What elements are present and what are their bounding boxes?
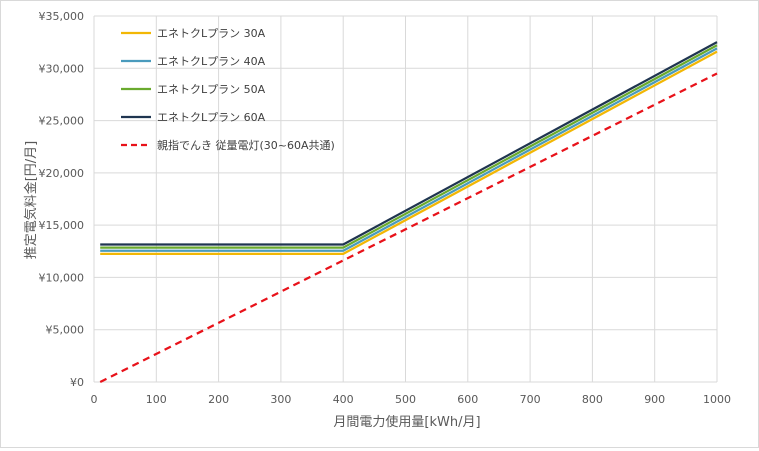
x-axis-title: 月間電力使用量[kWh/月] — [333, 414, 480, 430]
series-line-1 — [100, 50, 718, 256]
grid — [93, 15, 718, 383]
y-tick-label: ¥20,000 — [39, 167, 85, 180]
legend-label: エネトクLプラン 60A — [157, 111, 266, 124]
y-tick-label: ¥15,000 — [39, 219, 85, 232]
x-tick-label: 400 — [333, 393, 354, 406]
x-tick-label: 1000 — [703, 393, 731, 406]
legend-label: エネトクLプラン 50A — [157, 83, 266, 96]
series-line-2 — [100, 47, 718, 252]
y-tick-label: ¥25,000 — [39, 115, 85, 128]
y-tick-label: ¥30,000 — [39, 62, 85, 75]
series-line-3 — [100, 44, 718, 249]
y-tick-label: ¥35,000 — [39, 10, 85, 23]
legend: エネトクLプラン 30A エネトクLプラン 40A エネトクLプラン 50A エネトク… — [121, 27, 335, 152]
x-tick-label: 0 — [91, 393, 98, 406]
x-tick-label: 700 — [520, 393, 541, 406]
y-tick-label: ¥10,000 — [39, 271, 85, 284]
x-tick-label: 600 — [457, 393, 478, 406]
series-lines — [99, 41, 718, 384]
y-tick-label: ¥0 — [70, 376, 84, 389]
legend-label: エネトクLプラン 30A — [157, 27, 266, 40]
y-axis-title: 推定電気料金[円/月] — [23, 141, 39, 260]
legend-label: エネトクLプラン 40A — [157, 55, 266, 68]
series-line-5 — [99, 72, 718, 384]
series-line-4 — [100, 41, 718, 246]
x-tick-label: 100 — [146, 393, 167, 406]
legend-label: 親指でんき 従量電灯(30~60A共通) — [157, 138, 335, 152]
tick-labels: 0 100 200 300 400 500 600 700 800 900 1000 ¥0 ¥5,000… — [39, 10, 732, 406]
y-tick-label: ¥5,000 — [46, 324, 85, 337]
x-tick-label: 200 — [208, 393, 229, 406]
x-tick-label: 800 — [582, 393, 603, 406]
x-tick-label: 500 — [395, 393, 416, 406]
x-tick-label: 300 — [270, 393, 291, 406]
x-tick-label: 900 — [644, 393, 665, 406]
